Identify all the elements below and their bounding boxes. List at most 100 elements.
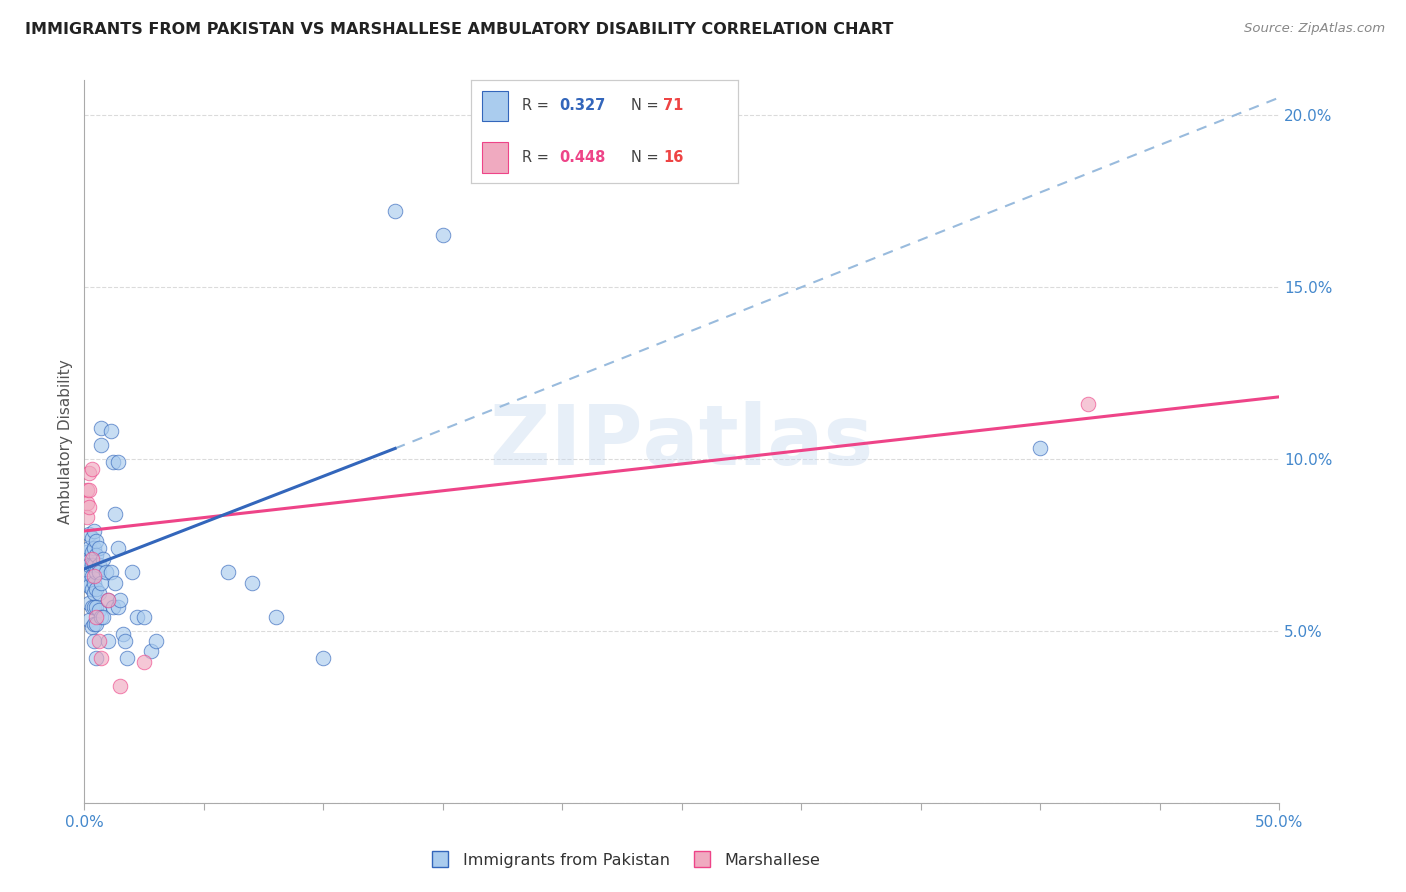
Point — [111, 627, 134, 641]
Point — [110, 679, 132, 693]
Text: N =: N = — [631, 98, 664, 113]
Point — [77, 466, 100, 480]
Point — [83, 586, 105, 600]
Point — [90, 651, 112, 665]
Text: ZIP​atlas: ZIP​atlas — [491, 401, 873, 482]
Point — [76, 566, 98, 580]
Text: 71: 71 — [664, 98, 683, 113]
Point — [132, 610, 156, 624]
Point — [107, 541, 129, 556]
Point — [86, 548, 108, 562]
Text: Source: ZipAtlas.com: Source: ZipAtlas.com — [1244, 22, 1385, 36]
Point — [86, 599, 108, 614]
Point — [90, 610, 112, 624]
Point — [217, 566, 239, 580]
Point — [132, 655, 156, 669]
Point — [384, 204, 406, 219]
Point — [83, 616, 105, 631]
Point — [83, 524, 105, 538]
Point — [76, 510, 98, 524]
Point — [80, 582, 103, 597]
Point — [145, 634, 167, 648]
Point — [97, 634, 120, 648]
Point — [80, 544, 103, 558]
Point — [83, 541, 105, 556]
Point — [86, 651, 108, 665]
Point — [77, 483, 100, 497]
Bar — [482, 91, 509, 121]
Point — [76, 575, 98, 590]
Point — [76, 496, 98, 510]
Point — [90, 575, 112, 590]
Point — [97, 592, 120, 607]
Point — [87, 603, 110, 617]
Point — [80, 568, 103, 582]
Point — [83, 558, 105, 573]
Point — [86, 616, 108, 631]
Point — [87, 541, 110, 556]
Point — [83, 568, 105, 582]
Point — [264, 610, 287, 624]
Point — [104, 575, 127, 590]
Point — [107, 599, 129, 614]
Point — [87, 566, 110, 580]
Point — [101, 599, 124, 614]
Point — [77, 558, 100, 573]
Point — [77, 527, 100, 541]
Point — [80, 599, 103, 614]
Point — [80, 558, 103, 573]
Point — [77, 541, 100, 556]
Point — [83, 634, 105, 648]
Point — [76, 555, 98, 569]
Point — [80, 531, 103, 545]
Point — [86, 582, 108, 597]
Point — [83, 599, 105, 614]
Point — [94, 566, 117, 580]
Point — [312, 651, 335, 665]
Point — [77, 500, 100, 514]
Text: R =: R = — [522, 150, 554, 165]
Point — [76, 544, 98, 558]
Point — [117, 651, 139, 665]
Point — [93, 610, 115, 624]
Legend: Immigrants from Pakistan, Marshallese: Immigrants from Pakistan, Marshallese — [418, 847, 827, 874]
Point — [432, 228, 454, 243]
Point — [86, 610, 108, 624]
Point — [1029, 442, 1052, 456]
Text: IMMIGRANTS FROM PAKISTAN VS MARSHALLESE AMBULATORY DISABILITY CORRELATION CHART: IMMIGRANTS FROM PAKISTAN VS MARSHALLESE … — [25, 22, 894, 37]
Text: 0.327: 0.327 — [560, 98, 606, 113]
Point — [80, 462, 103, 476]
Point — [97, 592, 120, 607]
Text: N =: N = — [631, 150, 664, 165]
Point — [240, 575, 263, 590]
Point — [107, 455, 129, 469]
Point — [1077, 397, 1099, 411]
Bar — [482, 142, 509, 173]
Point — [104, 507, 127, 521]
Point — [101, 455, 124, 469]
Point — [87, 634, 110, 648]
Point — [121, 566, 143, 580]
Point — [93, 551, 115, 566]
Text: 16: 16 — [664, 150, 683, 165]
Point — [86, 534, 108, 549]
Y-axis label: Ambulatory Disability: Ambulatory Disability — [58, 359, 73, 524]
Point — [83, 575, 105, 590]
Point — [87, 558, 110, 573]
Point — [100, 566, 122, 580]
Point — [77, 614, 100, 628]
Point — [110, 592, 132, 607]
Text: 0.448: 0.448 — [560, 150, 606, 165]
Point — [141, 644, 163, 658]
Point — [90, 421, 112, 435]
Point — [100, 424, 122, 438]
Point — [77, 596, 100, 610]
Point — [77, 579, 100, 593]
Point — [125, 610, 148, 624]
Point — [80, 551, 103, 566]
Point — [86, 566, 108, 580]
Point — [90, 438, 112, 452]
Point — [76, 483, 98, 497]
Point — [80, 620, 103, 634]
Point — [114, 634, 136, 648]
